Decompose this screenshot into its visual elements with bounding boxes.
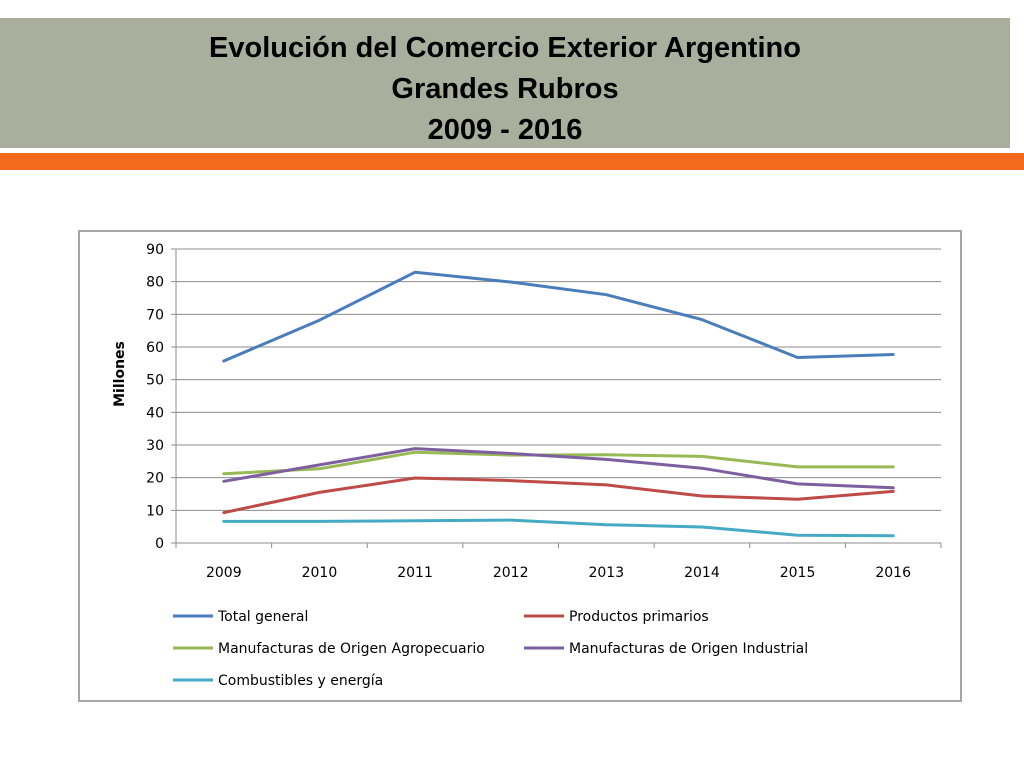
legend-label-4: Manufacturas de Origen Industrial <box>569 641 808 657</box>
slide-title: Evolución del Comercio Exterior Argentin… <box>0 28 1010 151</box>
x-tick-label: 2012 <box>493 565 529 581</box>
chart-frame: 0 10 20 30 40 50 60 70 80 90 2009 2010 2011 2012 2013 2… <box>78 230 962 702</box>
legend-label-1: Total general <box>217 609 308 625</box>
y-tick-label: 90 <box>146 242 164 258</box>
x-tick-label: 2015 <box>780 565 816 581</box>
x-tick-label: 2009 <box>206 565 242 581</box>
slide-title-line-1: Evolución del Comercio Exterior Argentin… <box>209 32 801 64</box>
series-line-2 <box>222 476 895 515</box>
y-tick-label: 20 <box>146 471 164 487</box>
y-axis-title: Millones <box>112 341 128 407</box>
legend-label-3: Manufacturas de Origen Agropecuario <box>218 641 485 657</box>
accent-bar <box>0 153 1024 170</box>
x-tick-label: 2014 <box>684 565 720 581</box>
title-band <box>0 18 1010 148</box>
line-chart: 0 10 20 30 40 50 60 70 80 90 2009 2010 2011 2012 2013 2… <box>112 242 942 689</box>
x-tick-label: 2013 <box>588 565 624 581</box>
y-tick-label: 70 <box>146 307 164 323</box>
x-tick-label: 2010 <box>302 565 338 581</box>
legend-label-5: Combustibles y energía <box>218 673 383 689</box>
y-tick-label: 30 <box>146 438 164 454</box>
y-tick-label: 10 <box>146 503 164 519</box>
y-tick-label: 0 <box>155 536 164 552</box>
x-tick-label: 2016 <box>875 565 911 581</box>
series-line-4 <box>222 447 895 490</box>
y-tick-label: 50 <box>146 373 164 389</box>
y-tick-label: 40 <box>146 405 164 421</box>
series-line-5 <box>222 518 895 538</box>
y-tick-label: 60 <box>146 340 164 356</box>
x-tick-label: 2011 <box>397 565 433 581</box>
slide-title-line-2: Grandes Rubros <box>391 73 619 105</box>
series-line-1 <box>222 270 895 363</box>
y-tick-label: 80 <box>146 275 164 291</box>
slide-title-line-3: 2009 - 2016 <box>427 114 583 146</box>
legend-label-2: Productos primarios <box>569 609 709 625</box>
